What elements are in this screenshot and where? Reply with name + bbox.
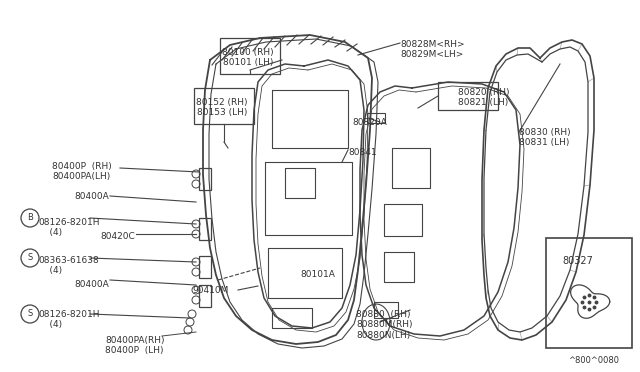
Text: 08363-61638
    (4): 08363-61638 (4) (38, 256, 99, 275)
Bar (199, 285, 211, 307)
Text: 08126-8201H
    (4): 08126-8201H (4) (38, 310, 99, 329)
Text: S: S (28, 310, 33, 318)
Text: 80152 (RH)
80153 (LH): 80152 (RH) 80153 (LH) (196, 98, 248, 118)
Text: 80327: 80327 (563, 256, 593, 266)
Bar (199, 256, 211, 278)
Bar (367, 113, 385, 123)
Bar (199, 218, 211, 240)
Text: 80400PA(RH)
80400P  (LH): 80400PA(RH) 80400P (LH) (105, 336, 164, 355)
Text: 80830 (RH)
80831 (LH): 80830 (RH) 80831 (LH) (519, 128, 571, 147)
Text: B: B (27, 214, 33, 222)
Text: 80100 (RH)
80101 (LH): 80100 (RH) 80101 (LH) (222, 48, 274, 67)
Text: 80400A: 80400A (74, 192, 109, 201)
Text: S: S (28, 253, 33, 263)
Text: 80400P  (RH)
80400PA(LH): 80400P (RH) 80400PA(LH) (52, 162, 112, 182)
Text: 80820A: 80820A (352, 118, 387, 127)
Text: 80841: 80841 (348, 148, 376, 157)
Bar (199, 168, 211, 190)
Bar (220, 38, 280, 74)
Text: 08126-8201H
    (4): 08126-8201H (4) (38, 218, 99, 237)
Text: 80880  (RH)
80880M(RH)
80880N(LH): 80880 (RH) 80880M(RH) 80880N(LH) (356, 310, 413, 340)
Text: 80820 (RH)
80821 (LH): 80820 (RH) 80821 (LH) (458, 88, 509, 108)
Text: 90410M: 90410M (192, 286, 228, 295)
Text: 80101A: 80101A (300, 270, 335, 279)
Text: 80828M<RH>
80829M<LH>: 80828M<RH> 80829M<LH> (400, 40, 465, 60)
Text: 80400A: 80400A (74, 280, 109, 289)
Text: ^800^0080: ^800^0080 (568, 356, 620, 365)
Bar (546, 238, 632, 348)
Text: 80420C: 80420C (100, 232, 135, 241)
Bar (194, 88, 254, 124)
Bar (438, 82, 498, 110)
